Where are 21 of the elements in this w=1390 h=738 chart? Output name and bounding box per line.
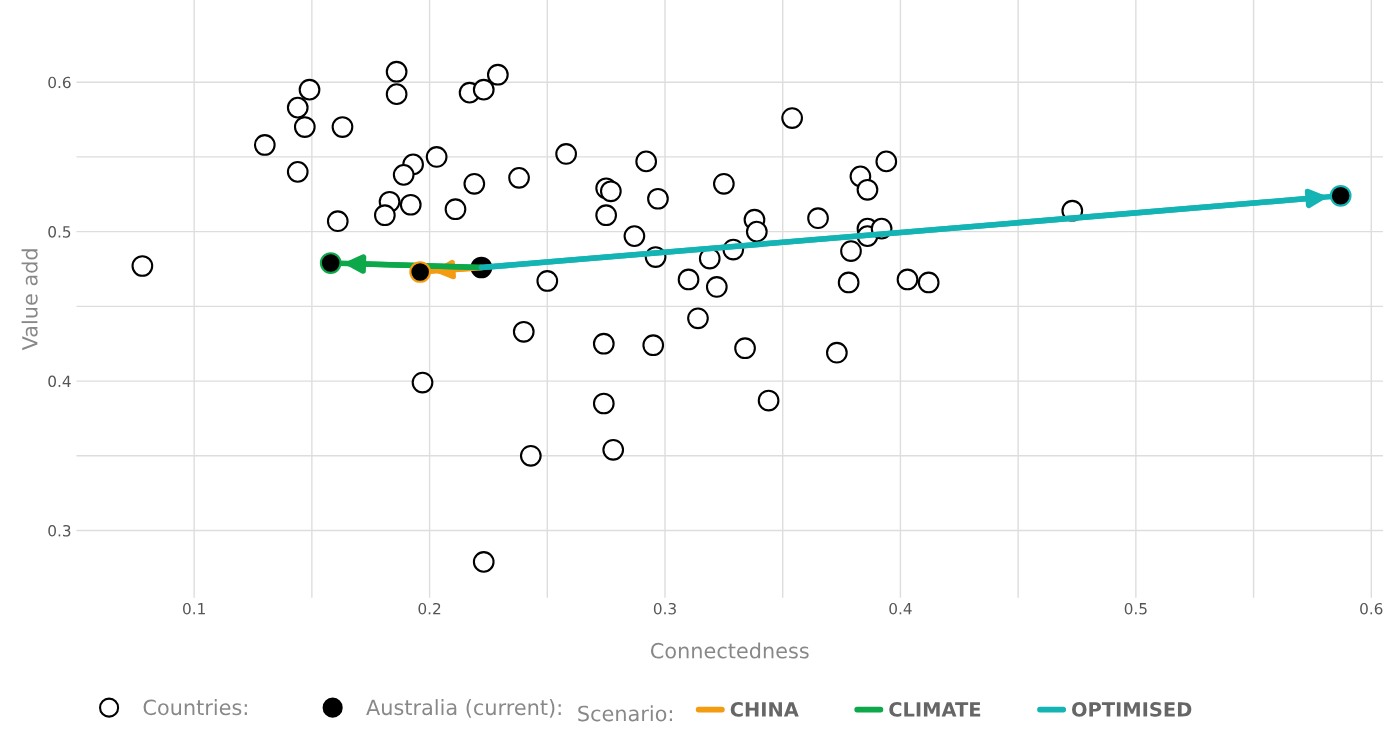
legend-label: CLIMATE [889, 702, 981, 717]
point [409, 261, 432, 283]
point [1329, 184, 1352, 207]
y-tick-label: 0.3 [48, 525, 71, 537]
x-tick-label: 0.4 [889, 602, 912, 615]
x-tick-label: 0.2 [418, 602, 441, 615]
legend-label: CHINA [730, 702, 799, 717]
legend-label: Australia (current): [366, 699, 561, 718]
x-tick-label: 0.1 [183, 602, 205, 615]
legend-label: Countries: [143, 699, 247, 716]
y-axis-title: Value add [21, 249, 38, 351]
x-axis-title: Connectedness [650, 642, 809, 659]
x-tick-label: 0.6 [1360, 602, 1383, 615]
y-tick-label: 0.5 [48, 226, 71, 238]
x-tick-label: 0.3 [653, 602, 676, 615]
point [319, 252, 342, 274]
y-tick-label: 0.6 [48, 76, 71, 89]
legend-label: OPTIMISED [1072, 702, 1192, 717]
x-tick-label: 0.5 [1124, 602, 1147, 615]
y-tick-label: 0.4 [48, 375, 71, 388]
legend-title: Scenario: [578, 705, 672, 722]
